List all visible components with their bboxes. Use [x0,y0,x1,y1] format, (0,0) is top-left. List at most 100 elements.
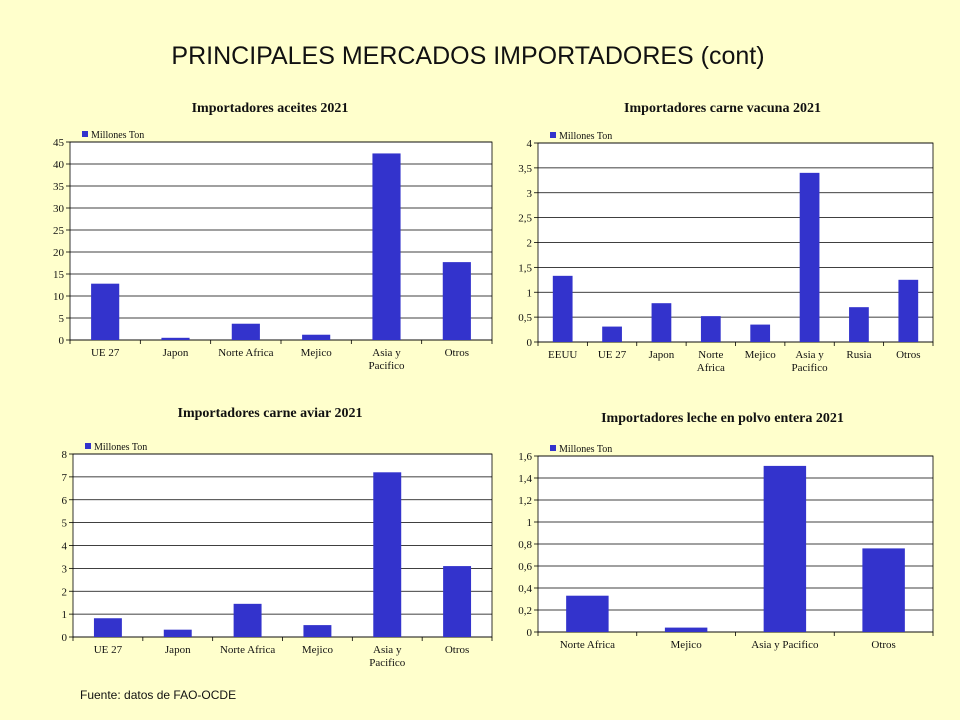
legend-label: Millones Ton [91,130,144,141]
bar [566,595,609,632]
bar [898,279,919,342]
bar [231,323,260,340]
y-tick-label: 0,2 [518,605,532,617]
y-tick-label: 0,8 [518,539,532,551]
chart-title: Importadores carne aviar 2021 [178,406,363,421]
bar [302,334,331,340]
legend-swatch [550,132,556,138]
bar [93,618,122,637]
y-tick-label: 0 [62,632,68,644]
y-tick-label: 0 [527,627,533,639]
y-tick-label: 7 [62,472,68,484]
y-tick-label: 1,6 [518,451,532,463]
bar [303,625,332,637]
y-tick-label: 35 [53,181,65,193]
bar [443,566,472,637]
x-tick-label: Japon [649,349,675,361]
x-tick-label: Norte Africa [220,644,275,656]
legend-swatch [85,443,91,449]
y-tick-label: 5 [62,518,68,530]
x-tick-label: Rusia [846,349,871,361]
legend-label: Millones Ton [559,131,612,142]
y-tick-label: 1 [62,609,68,621]
x-tick-label: Asia y Pacifico [368,347,405,372]
x-tick-label: Otros [871,639,895,651]
x-tick-label: Mejico [745,349,777,361]
chart-svg: Importadores carne aviar 2021 0 1 2 3 4 5 6 7 8 UE… [62,406,493,669]
y-tick-label: 3 [62,563,68,575]
y-tick-label: 0,4 [518,583,532,595]
x-tick-label: Mejico [302,644,334,656]
page-title: PRINCIPALES MERCADOS IMPORTADORES (cont) [171,42,765,70]
chart-leche-polvo: Importadores leche en polvo entera 2021 0… [500,410,945,660]
y-tick-label: 0 [527,337,533,349]
chart-carne-vacuna: Importadores carne vacuna 2021 0 0,5 1 1,5 2 2… [500,100,945,400]
y-tick-label: 45 [53,137,65,149]
y-tick-label: 20 [53,247,65,259]
plot-area [70,142,492,340]
y-tick-label: 4 [527,138,533,150]
x-tick-label: UE 27 [91,347,120,359]
y-tick-label: 1,2 [518,495,532,507]
bar [91,283,120,340]
x-tick-label: UE 27 [94,644,123,656]
bar [161,337,190,340]
y-tick-label: 1,5 [518,262,532,274]
bar [163,629,192,637]
y-tick-label: 2 [527,238,533,250]
bar [552,275,573,342]
x-tick-label: Mejico [301,347,333,359]
bar [763,465,807,632]
y-tick-label: 10 [53,291,65,303]
bar [799,172,820,342]
chart-svg: Importadores carne vacuna 2021 0 0,5 1 1,5 2 2… [518,101,934,374]
x-tick-label: Japon [165,644,191,656]
x-tick-label: UE 27 [598,349,627,361]
chart-title: Importadores aceites 2021 [192,101,349,116]
x-tick-label: Asia y Pacifico [792,349,829,374]
bar [233,603,262,637]
source-note: Fuente: datos de FAO-OCDE [80,688,237,702]
x-tick-label: Asia y Pacifico [751,639,819,651]
x-tick-label: Norte Africa [697,349,725,374]
bar [849,307,869,342]
y-tick-label: 0 [59,335,65,347]
bar [664,627,708,632]
y-tick-label: 3,5 [518,163,532,175]
y-tick-label: 2,5 [518,213,532,225]
y-tick-label: 3 [527,188,533,200]
y-tick-label: 25 [53,225,65,237]
y-tick-label: 2 [62,586,68,598]
bar [700,316,721,342]
chart-svg: Importadores aceites 2021 0 5 10 15 20 25 30 35 4… [53,101,493,372]
y-tick-label: 30 [53,203,65,215]
bar [373,472,402,637]
legend-swatch [550,445,556,451]
bar [862,548,905,632]
x-tick-label: Asia y Pacifico [369,644,406,669]
x-tick-label: Japon [163,347,189,359]
bar [372,153,401,340]
y-tick-label: 1 [527,287,533,299]
chart-title: Importadores carne vacuna 2021 [624,101,821,116]
y-tick-label: 1 [527,517,533,529]
x-tick-label: Norte Africa [560,639,615,651]
bar [442,262,471,340]
y-tick-label: 8 [62,449,68,461]
y-tick-label: 5 [59,313,65,325]
x-tick-label: Norte Africa [218,347,273,359]
x-tick-label: Otros [445,347,469,359]
y-tick-label: 0,5 [518,312,532,324]
x-tick-label: Otros [896,349,920,361]
legend-swatch [82,131,88,137]
x-tick-label: Otros [445,644,469,656]
bar [651,303,672,342]
y-tick-label: 1,4 [518,473,532,485]
y-tick-label: 6 [62,495,68,507]
y-tick-label: 15 [53,269,65,281]
legend-label: Millones Ton [94,442,147,453]
x-tick-label: EEUU [548,349,577,361]
legend-label: Millones Ton [559,444,612,455]
y-tick-label: 40 [53,159,65,171]
y-tick-label: 4 [62,541,68,553]
